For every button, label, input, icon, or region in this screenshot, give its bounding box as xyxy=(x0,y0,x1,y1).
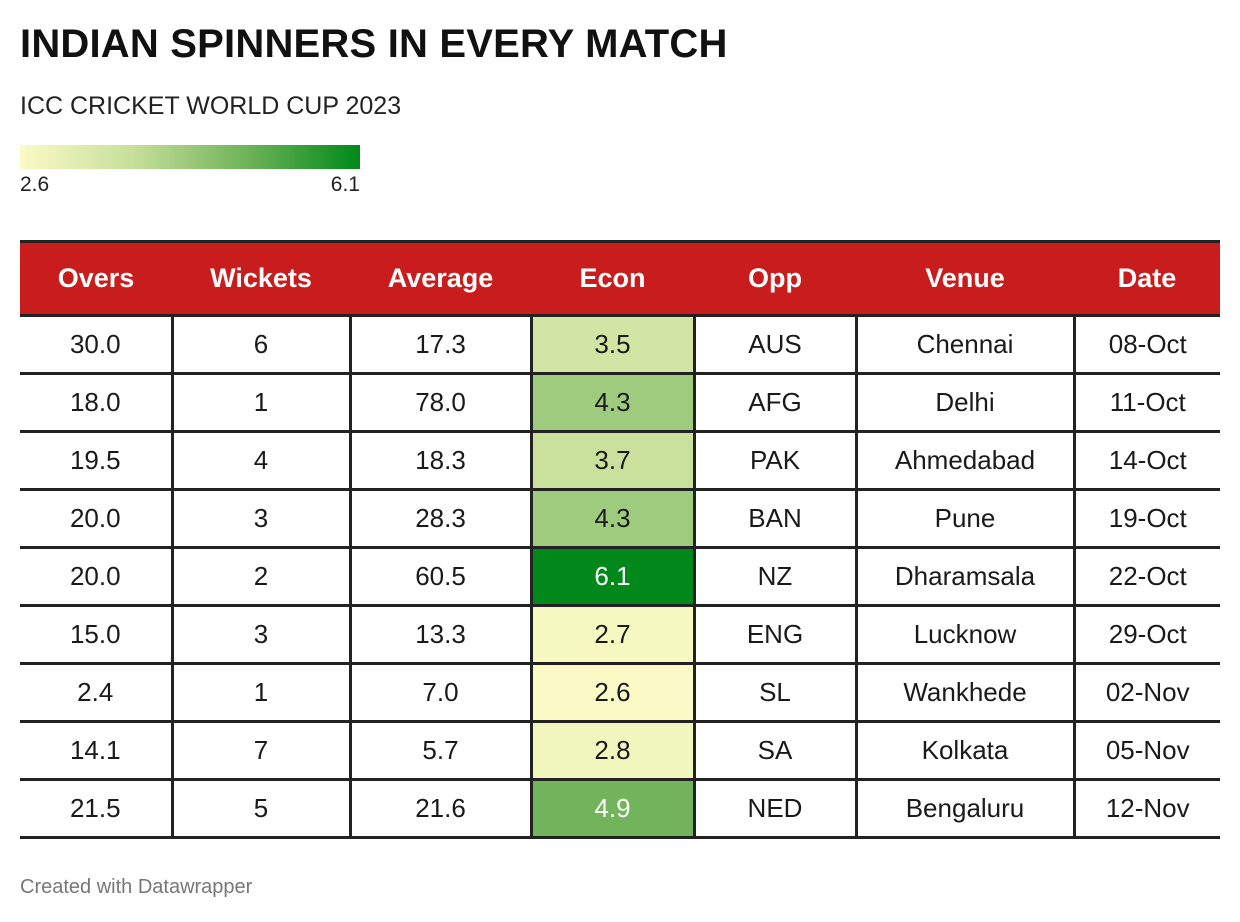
cell-opp: SL xyxy=(694,663,858,723)
column-header-econ: Econ xyxy=(531,240,694,317)
cell-econ: 6.1 xyxy=(531,547,696,607)
cell-venue: Dharamsala xyxy=(856,547,1076,607)
cell-date: 11-Oct xyxy=(1074,373,1220,433)
legend-labels: 2.6 6.1 xyxy=(20,169,360,196)
cell-wickets: 1 xyxy=(172,373,352,433)
cell-wickets: 2 xyxy=(172,547,352,607)
cell-date: 29-Oct xyxy=(1074,605,1220,665)
table-row: 30.0 6 17.3 3.5 AUS Chennai 08-Oct xyxy=(20,315,1220,375)
cell-wickets: 7 xyxy=(172,721,352,781)
column-header-venue: Venue xyxy=(856,240,1074,317)
cell-average: 21.6 xyxy=(350,779,533,839)
cell-venue: Bengaluru xyxy=(856,779,1076,839)
chart-subtitle: ICC CRICKET WORLD CUP 2023 xyxy=(20,92,402,120)
table-row: 21.5 5 21.6 4.9 NED Bengaluru 12-Nov xyxy=(20,779,1220,839)
cell-econ: 2.8 xyxy=(531,721,696,781)
cell-date: 08-Oct xyxy=(1074,315,1220,375)
column-header-date: Date xyxy=(1074,240,1220,317)
cell-overs: 19.5 xyxy=(20,431,174,491)
table-header-row: Overs Wickets Average Econ Opp Venue Date xyxy=(20,240,1220,317)
cell-opp: NED xyxy=(694,779,858,839)
cell-econ: 2.7 xyxy=(531,605,696,665)
cell-average: 18.3 xyxy=(350,431,533,491)
cell-wickets: 6 xyxy=(172,315,352,375)
cell-wickets: 3 xyxy=(172,489,352,549)
cell-venue: Chennai xyxy=(856,315,1076,375)
column-header-opp: Opp xyxy=(694,240,856,317)
cell-opp: ENG xyxy=(694,605,858,665)
cell-average: 13.3 xyxy=(350,605,533,665)
cell-date: 05-Nov xyxy=(1074,721,1220,781)
cell-average: 78.0 xyxy=(350,373,533,433)
column-header-overs: Overs xyxy=(20,240,172,317)
cell-overs: 2.4 xyxy=(20,663,174,723)
cell-date: 22-Oct xyxy=(1074,547,1220,607)
cell-average: 60.5 xyxy=(350,547,533,607)
table-body: 30.0 6 17.3 3.5 AUS Chennai 08-Oct 18.0 1 78.0 4.3… xyxy=(20,315,1220,839)
table-row: 15.0 3 13.3 2.7 ENG Lucknow 29-Oct xyxy=(20,605,1220,665)
data-table: Overs Wickets Average Econ Opp Venue Date 30.0… xyxy=(20,240,1220,839)
cell-overs: 21.5 xyxy=(20,779,174,839)
cell-opp: AFG xyxy=(694,373,858,433)
cell-wickets: 1 xyxy=(172,663,352,723)
cell-econ: 3.7 xyxy=(531,431,696,491)
column-header-wickets: Wickets xyxy=(172,240,350,317)
cell-average: 28.3 xyxy=(350,489,533,549)
column-header-average: Average xyxy=(350,240,531,317)
cell-overs: 20.0 xyxy=(20,489,174,549)
data-table-container: Overs Wickets Average Econ Opp Venue Date 30.0… xyxy=(20,240,1220,839)
cell-date: 14-Oct xyxy=(1074,431,1220,491)
chart-title: INDIAN SPINNERS IN EVERY MATCH xyxy=(20,22,728,66)
cell-opp: SA xyxy=(694,721,858,781)
table-row: 20.0 3 28.3 4.3 BAN Pune 19-Oct xyxy=(20,489,1220,549)
table-row: 20.0 2 60.5 6.1 NZ Dharamsala 22-Oct xyxy=(20,547,1220,607)
cell-econ: 4.9 xyxy=(531,779,696,839)
cell-average: 7.0 xyxy=(350,663,533,723)
cell-venue: Wankhede xyxy=(856,663,1076,723)
cell-date: 12-Nov xyxy=(1074,779,1220,839)
cell-venue: Ahmedabad xyxy=(856,431,1076,491)
cell-overs: 30.0 xyxy=(20,315,174,375)
cell-average: 5.7 xyxy=(350,721,533,781)
cell-econ: 3.5 xyxy=(531,315,696,375)
cell-wickets: 3 xyxy=(172,605,352,665)
cell-opp: BAN xyxy=(694,489,858,549)
cell-wickets: 5 xyxy=(172,779,352,839)
table-row: 18.0 1 78.0 4.3 AFG Delhi 11-Oct xyxy=(20,373,1220,433)
cell-venue: Kolkata xyxy=(856,721,1076,781)
cell-econ: 4.3 xyxy=(531,489,696,549)
table-row: 19.5 4 18.3 3.7 PAK Ahmedabad 14-Oct xyxy=(20,431,1220,491)
color-legend: 2.6 6.1 xyxy=(20,145,360,196)
cell-venue: Pune xyxy=(856,489,1076,549)
cell-date: 02-Nov xyxy=(1074,663,1220,723)
cell-venue: Lucknow xyxy=(856,605,1076,665)
cell-overs: 14.1 xyxy=(20,721,174,781)
cell-econ: 4.3 xyxy=(531,373,696,433)
table-row: 2.4 1 7.0 2.6 SL Wankhede 02-Nov xyxy=(20,663,1220,723)
cell-wickets: 4 xyxy=(172,431,352,491)
cell-econ: 2.6 xyxy=(531,663,696,723)
cell-overs: 18.0 xyxy=(20,373,174,433)
cell-venue: Delhi xyxy=(856,373,1076,433)
cell-overs: 15.0 xyxy=(20,605,174,665)
cell-opp: AUS xyxy=(694,315,858,375)
table-row: 14.1 7 5.7 2.8 SA Kolkata 05-Nov xyxy=(20,721,1220,781)
credit-footer: Created with Datawrapper xyxy=(20,876,253,898)
legend-gradient-bar xyxy=(20,145,360,169)
cell-overs: 20.0 xyxy=(20,547,174,607)
cell-average: 17.3 xyxy=(350,315,533,375)
legend-min-label: 2.6 xyxy=(20,173,50,196)
cell-opp: PAK xyxy=(694,431,858,491)
legend-max-label: 6.1 xyxy=(330,173,360,196)
cell-opp: NZ xyxy=(694,547,858,607)
cell-date: 19-Oct xyxy=(1074,489,1220,549)
